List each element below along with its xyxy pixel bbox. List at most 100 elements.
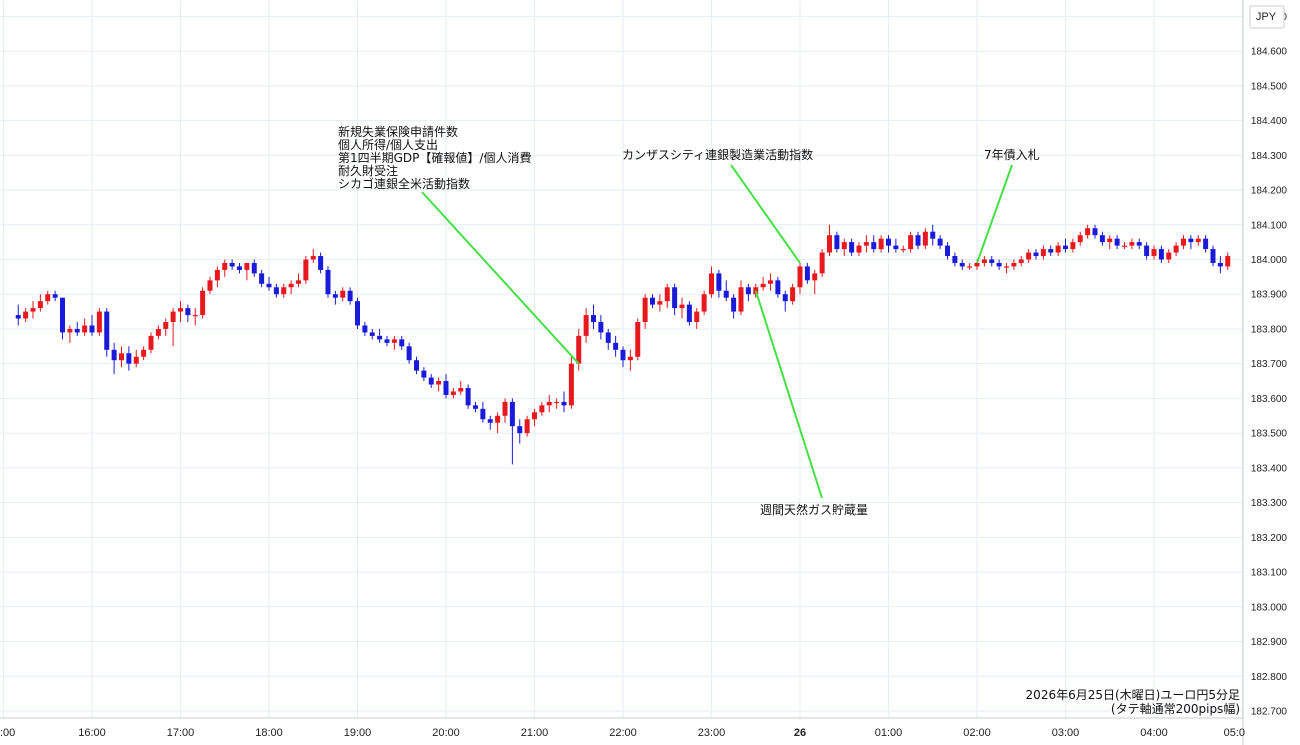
candle[interactable] [738,280,744,316]
candle[interactable] [487,415,493,430]
candle[interactable] [1195,235,1201,246]
candle[interactable] [325,266,331,298]
candle[interactable] [104,308,110,357]
candle[interactable] [878,235,884,253]
candle[interactable] [288,280,294,295]
candle[interactable] [163,318,169,336]
candle[interactable] [804,262,810,284]
candle[interactable] [1129,238,1135,250]
candle[interactable] [332,290,338,305]
candle[interactable] [347,287,353,305]
candle[interactable] [229,259,235,270]
candle[interactable] [1173,242,1179,257]
candle[interactable] [155,325,161,340]
candle[interactable] [259,269,265,288]
candle[interactable] [591,304,596,329]
candle[interactable] [546,394,552,413]
candle[interactable] [1114,235,1120,250]
candle[interactable] [945,242,950,260]
candle[interactable] [310,249,316,263]
candle[interactable] [517,419,523,444]
candle[interactable] [1225,252,1231,270]
candle[interactable] [399,335,405,350]
candle[interactable] [583,308,589,343]
candle[interactable] [709,266,714,298]
candle[interactable] [185,304,191,323]
candle[interactable] [745,283,751,302]
candle[interactable] [15,304,21,326]
candle[interactable] [908,231,914,253]
candle[interactable] [1063,238,1068,253]
candle[interactable] [539,401,545,416]
candle[interactable] [620,346,626,368]
candle[interactable] [664,283,670,309]
candle[interactable] [959,259,965,270]
candle[interactable] [119,346,124,368]
candle[interactable] [82,318,88,336]
candle[interactable] [790,283,796,305]
candle[interactable] [89,315,95,336]
candle[interactable] [568,356,574,409]
candle[interactable] [1181,235,1186,250]
candle[interactable] [406,342,412,364]
candle[interactable] [214,266,220,288]
candle[interactable] [613,335,619,357]
currency-box[interactable] [1249,5,1285,29]
price-axis[interactable]: 184.700184.600184.500184.400184.300184.2… [1242,0,1287,745]
candle[interactable] [937,235,943,250]
candle[interactable] [148,332,154,354]
candle[interactable] [701,290,707,316]
candle[interactable] [30,301,36,319]
candle[interactable] [1026,249,1032,263]
candle[interactable] [642,294,648,329]
candle[interactable] [827,224,832,257]
candle[interactable] [1077,231,1083,246]
candle[interactable] [178,301,183,323]
candle[interactable] [716,269,722,298]
candle[interactable] [443,374,449,399]
candle[interactable] [1011,259,1017,270]
candle[interactable] [303,256,309,284]
candle[interactable] [768,273,773,291]
candle[interactable] [1144,242,1150,260]
candle[interactable] [74,322,80,336]
candle[interactable] [1122,242,1127,250]
candle[interactable] [1048,245,1054,257]
candle[interactable] [996,259,1002,270]
candle[interactable] [532,408,537,427]
candle[interactable] [981,256,987,267]
candle[interactable] [45,290,51,305]
candle[interactable] [723,280,729,302]
candle[interactable] [819,249,825,277]
candle[interactable] [635,318,641,361]
candle[interactable] [436,377,442,392]
candle[interactable] [1158,245,1164,263]
candle[interactable] [760,276,766,291]
candle[interactable] [775,276,781,298]
candle[interactable] [96,308,102,336]
candle[interactable] [841,238,847,257]
candle[interactable] [1210,245,1216,267]
candle[interactable] [369,328,375,340]
candle[interactable] [23,308,29,323]
candle[interactable] [237,262,242,274]
candle[interactable] [863,235,869,253]
candle[interactable] [849,238,855,257]
candle[interactable] [244,262,250,281]
candle[interactable] [856,242,862,257]
candle[interactable] [251,259,257,277]
candle[interactable] [812,269,818,295]
candle[interactable] [340,287,346,302]
candle[interactable] [627,349,633,371]
candle[interactable] [731,294,737,319]
candle[interactable] [296,273,301,288]
candle[interactable] [524,415,530,437]
candle[interactable] [1092,224,1098,239]
candle[interactable] [377,328,383,343]
candle[interactable] [989,256,995,267]
candle[interactable] [207,276,213,295]
candle[interactable] [465,384,471,409]
candle[interactable] [561,391,567,413]
candle[interactable] [1151,245,1157,260]
candle[interactable] [141,346,147,361]
